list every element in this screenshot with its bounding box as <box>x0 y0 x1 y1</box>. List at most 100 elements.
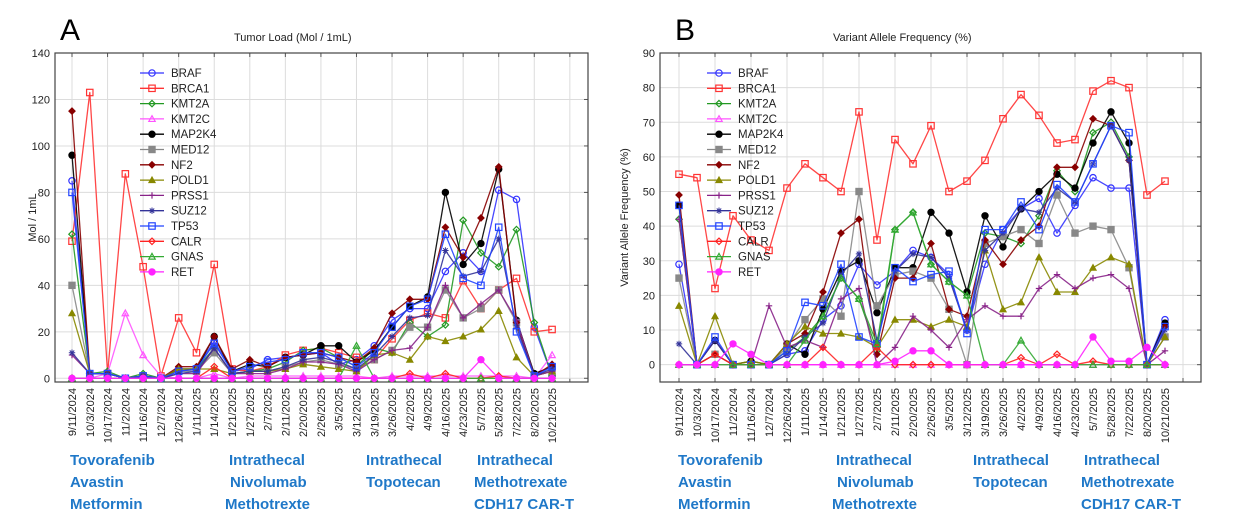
y-tick-label: 0 <box>649 360 655 372</box>
data-point <box>388 347 396 354</box>
legend-item: MAP2K4 <box>707 129 784 141</box>
data-point <box>1071 198 1079 206</box>
legend-marker <box>714 252 724 260</box>
series-line <box>71 192 553 379</box>
data-point <box>548 362 556 371</box>
treatment-line: Avastin <box>70 474 124 491</box>
x-tick-label: 3/19/2025 <box>369 388 381 437</box>
data-point <box>765 246 773 255</box>
plot-frame <box>659 52 1202 383</box>
data-point <box>1143 191 1151 199</box>
data-point <box>352 374 361 382</box>
data-point <box>192 374 201 382</box>
legend-label: MED12 <box>171 145 209 157</box>
data-point <box>909 313 917 320</box>
legend-label: KMT2C <box>738 114 777 126</box>
data-point <box>174 374 183 382</box>
data-point <box>477 268 485 275</box>
data-point <box>103 374 112 382</box>
data-point <box>891 357 899 365</box>
data-point <box>855 333 863 341</box>
data-point <box>228 374 236 382</box>
treatment-line: Topotecan <box>366 474 441 491</box>
data-point <box>210 339 219 348</box>
data-point <box>927 121 935 130</box>
legend-marker <box>714 99 724 108</box>
data-point <box>335 374 343 382</box>
data-point <box>282 363 289 370</box>
legend-marker <box>715 84 723 93</box>
data-point <box>728 360 738 368</box>
data-point <box>1034 253 1044 261</box>
x-tick-label: 4/9/2025 <box>423 388 435 431</box>
treatment-line: Intrathecal <box>973 452 1049 469</box>
treatment-line: Intrathecal <box>477 452 553 469</box>
legend-marker <box>715 145 723 154</box>
data-point <box>174 314 183 322</box>
data-point <box>121 170 130 178</box>
x-tick-label: 4/23/2025 <box>458 388 470 437</box>
data-point <box>1143 343 1151 352</box>
panel-letter-a: A <box>60 14 81 47</box>
data-point <box>801 160 809 168</box>
data-point <box>1088 360 1098 368</box>
data-point <box>675 191 683 199</box>
data-point <box>711 284 719 293</box>
data-point <box>819 302 827 310</box>
legend-item: PRSS1 <box>707 190 776 202</box>
treatment-b-1: Tovorafenib Avastin Metformin <box>678 450 763 516</box>
data-point <box>211 344 218 352</box>
treatment-line: CDH17 CAR-T <box>1081 496 1182 513</box>
data-point <box>495 286 502 294</box>
data-point <box>1071 184 1079 192</box>
data-point <box>264 368 271 375</box>
legend-marker <box>147 237 157 246</box>
data-point <box>1035 111 1043 120</box>
legend-label: BRAF <box>738 68 769 80</box>
y-tick-label: 70 <box>643 117 655 129</box>
data-point <box>746 360 756 368</box>
data-point <box>693 360 701 369</box>
data-point <box>818 311 828 320</box>
series-brca1 <box>675 76 1169 293</box>
data-point <box>1161 360 1169 369</box>
data-point <box>1016 298 1026 306</box>
data-point <box>1052 350 1062 359</box>
data-point <box>441 267 450 276</box>
data-point <box>1107 121 1115 130</box>
x-tick-label: 1/14/2025 <box>209 388 221 437</box>
data-point <box>68 349 76 356</box>
y-tick-label: 50 <box>643 187 655 199</box>
data-point <box>963 360 971 369</box>
data-point <box>317 374 325 382</box>
data-point <box>981 212 989 220</box>
data-point <box>86 374 94 382</box>
data-point <box>138 350 148 359</box>
x-tick-label: 1/11/2025 <box>800 388 812 436</box>
data-point <box>765 360 773 369</box>
data-point <box>406 344 414 352</box>
legend-label: TP53 <box>738 221 766 233</box>
legend-item: TP53 <box>140 221 199 233</box>
series-line <box>72 359 553 379</box>
data-point <box>1053 229 1061 237</box>
data-point <box>67 308 77 317</box>
y-tick-label: 80 <box>643 83 655 95</box>
y-tick-label: 10 <box>643 325 655 337</box>
data-point <box>1125 157 1133 164</box>
data-point <box>855 187 863 196</box>
data-point <box>855 250 863 258</box>
data-point <box>317 354 325 361</box>
data-point <box>548 365 556 373</box>
data-point <box>334 353 343 362</box>
data-point <box>1088 263 1098 271</box>
legend-marker <box>147 252 157 260</box>
x-tick-label: 5/7/2025 <box>1088 388 1100 431</box>
data-point <box>1125 83 1133 92</box>
data-point <box>1035 360 1043 369</box>
legend-marker <box>148 207 156 214</box>
data-point <box>1016 336 1026 344</box>
data-point <box>927 347 935 355</box>
data-point <box>819 288 827 296</box>
